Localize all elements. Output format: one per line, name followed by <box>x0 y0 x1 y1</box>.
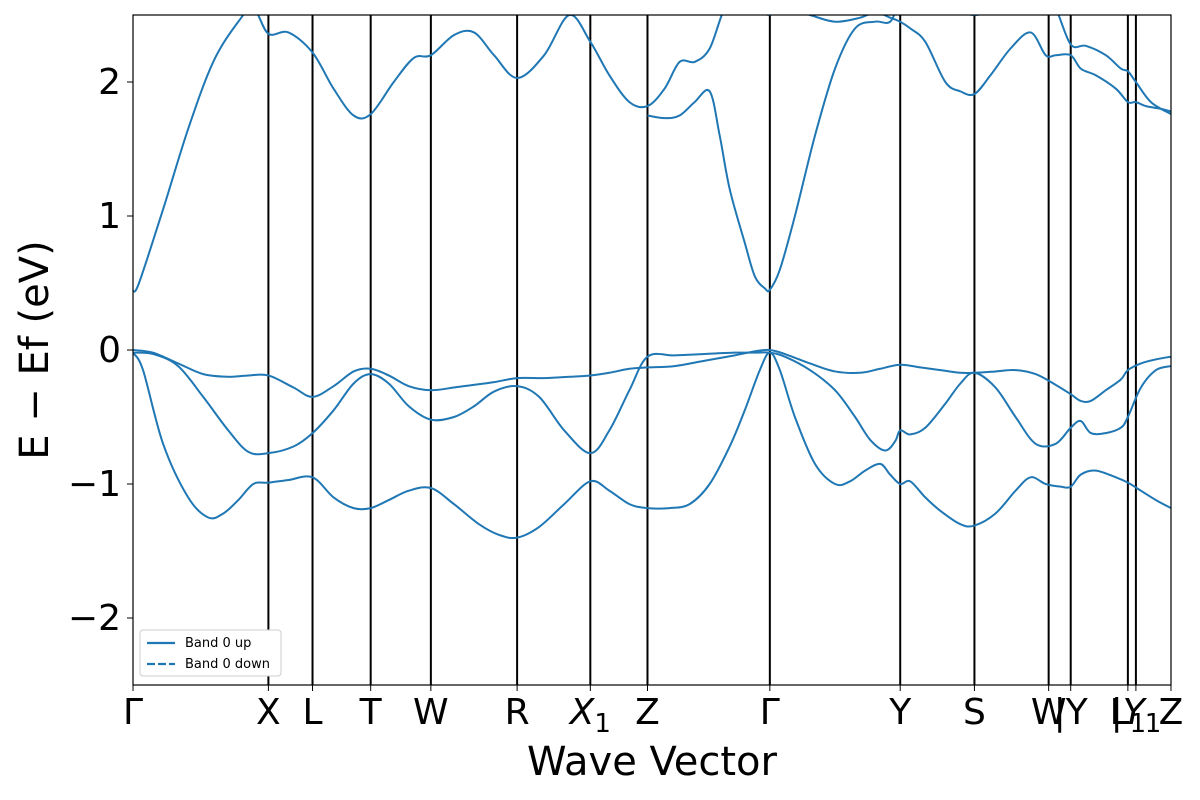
y-tick-label: −1 <box>68 464 121 505</box>
x-tick-label: X <box>256 692 281 733</box>
x-tick-label: |Y1 <box>1111 692 1162 739</box>
x-tick-label: L1 <box>1110 692 1147 739</box>
band-line <box>133 348 1171 404</box>
y-tick-label: −2 <box>68 598 121 639</box>
x-tick-label: S <box>963 692 986 733</box>
legend: Band 0 up Band 0 down <box>139 629 282 677</box>
band-line <box>647 15 1171 293</box>
x-axis: Γ X L T W R X1 Z Γ Y S W|Y L1|Y1Z <box>123 685 1183 739</box>
x-tick-label: X1 <box>568 692 611 739</box>
band-lines <box>133 15 1171 540</box>
band-line <box>133 351 1171 540</box>
x-tick-label: Γ <box>760 692 780 733</box>
y-tick-label: 2 <box>98 62 121 103</box>
y-axis-label: E − Ef (eV) <box>12 240 58 459</box>
band-line <box>133 351 1171 456</box>
y-tick-label: 0 <box>98 330 121 371</box>
band-line <box>133 15 1171 293</box>
x-axis-label: Wave Vector <box>527 739 778 785</box>
x-tick-label: W <box>413 692 449 733</box>
y-tick-label: 1 <box>98 196 121 237</box>
x-tick-label: T <box>359 692 383 733</box>
x-tick-label: Z <box>635 692 660 733</box>
legend-label-down: Band 0 down <box>185 657 270 672</box>
x-tick-label: L <box>302 692 322 733</box>
legend-box <box>139 629 282 677</box>
x-tick-label: R <box>505 692 530 733</box>
x-tick-label: W <box>1031 692 1067 733</box>
y-axis: 2 1 0 −1 −2 <box>68 62 133 639</box>
x-tick-label: Z <box>1159 692 1184 733</box>
kpoint-lines <box>267 15 1137 685</box>
x-tick-label: |Y <box>1054 692 1089 733</box>
x-tick-label: Y <box>888 692 912 733</box>
x-tick-label: Γ <box>123 692 143 733</box>
legend-label-up: Band 0 up <box>185 636 251 651</box>
